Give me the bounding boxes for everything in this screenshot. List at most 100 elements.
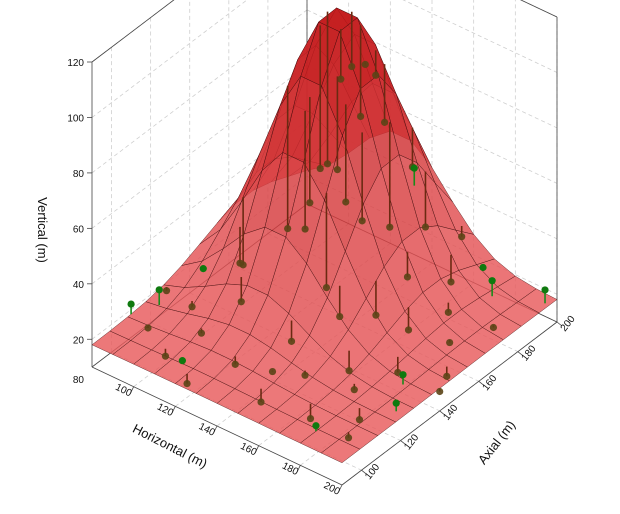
- data-point: [333, 166, 342, 174]
- data-point: [488, 277, 496, 285]
- x-tick: [171, 406, 176, 413]
- y-tick-label: 160: [481, 373, 500, 393]
- surface-patch: [320, 439, 361, 464]
- x-tick: [213, 425, 218, 433]
- data-point: [178, 357, 186, 365]
- data-point: [447, 278, 455, 286]
- y-axis-title: Axial (m): [475, 417, 518, 467]
- data-point: [236, 259, 244, 267]
- data-point: [446, 338, 454, 347]
- data-point: [489, 323, 498, 332]
- data-point: [380, 118, 389, 126]
- data-point: [541, 286, 549, 294]
- corner-tick-label: 80: [73, 375, 85, 386]
- data-point: [284, 224, 292, 233]
- data-point: [361, 60, 369, 69]
- data-point: [355, 416, 364, 424]
- data-point: [399, 371, 407, 379]
- data-point: [199, 265, 207, 273]
- data-point: [301, 225, 309, 233]
- data-point: [443, 372, 451, 380]
- data-point: [322, 283, 331, 292]
- y-tick: [478, 380, 485, 386]
- data-point: [421, 223, 430, 231]
- z-tick-label: 60: [73, 224, 85, 235]
- x-tick: [255, 445, 260, 452]
- data-point: [342, 198, 350, 206]
- y-tick-label: 180: [520, 343, 539, 363]
- y-tick: [361, 469, 367, 475]
- x-tick: [130, 386, 135, 393]
- wall-gridline: [91, 0, 175, 63]
- x-tick-label: 100: [113, 382, 133, 400]
- y-tick: [556, 321, 563, 327]
- data-point: [316, 164, 324, 173]
- data-point: [458, 233, 466, 241]
- data-point: [344, 434, 353, 442]
- data-point: [345, 367, 353, 375]
- y-tick: [517, 351, 524, 356]
- x-tick-label: 120: [155, 402, 175, 420]
- z-tick-label: 40: [73, 280, 85, 291]
- data-point: [436, 387, 444, 396]
- x-tick: [338, 484, 343, 492]
- box-edge: [91, 0, 175, 63]
- data-point: [386, 223, 394, 231]
- data-point: [197, 329, 206, 337]
- data-point: [306, 199, 314, 207]
- data-point: [350, 386, 358, 394]
- data-point: [237, 298, 245, 306]
- y-tick-label: 120: [402, 432, 421, 452]
- x-tick-label: 180: [280, 461, 300, 479]
- data-point: [183, 379, 191, 388]
- data-point: [372, 71, 380, 79]
- data-point: [336, 312, 344, 321]
- data-point: [404, 326, 413, 334]
- data-point: [231, 360, 239, 368]
- data-point: [337, 75, 345, 83]
- scatter-points: [127, 11, 549, 442]
- data-point: [444, 308, 452, 316]
- wall-gridline: [91, 9, 308, 174]
- data-point: [312, 422, 320, 430]
- y-tick-label: 200: [559, 314, 578, 334]
- box-edge: [341, 321, 558, 486]
- data-point: [403, 273, 412, 281]
- data-point: [257, 398, 265, 406]
- data-point: [162, 287, 171, 295]
- data-point: [268, 367, 277, 376]
- data-point: [188, 303, 196, 311]
- x-tick-label: 140: [197, 421, 217, 439]
- data-point: [287, 337, 296, 345]
- x-tick-label: 200: [322, 480, 342, 498]
- y-tick-label: 140: [441, 402, 460, 422]
- z-tick-label: 80: [73, 169, 85, 180]
- data-point: [392, 399, 400, 407]
- surface: [91, 7, 558, 464]
- z-tick-label: 20: [73, 335, 85, 346]
- y-tick: [439, 410, 445, 416]
- data-point: [410, 164, 418, 172]
- x-tick: [296, 465, 301, 472]
- z-tick-label: 120: [67, 58, 84, 69]
- data-point: [372, 311, 380, 319]
- wall-gridline: [91, 0, 248, 118]
- data-point: [358, 217, 366, 225]
- y-tick-label: 100: [363, 462, 382, 482]
- data-point: [127, 300, 135, 308]
- data-point: [306, 414, 315, 423]
- wall-gridline: [91, 65, 308, 229]
- x-tick-label: 160: [238, 441, 258, 459]
- data-point: [323, 160, 332, 168]
- y-tick: [400, 440, 406, 445]
- z-axis-title: Vertical (m): [35, 197, 50, 263]
- data-point: [301, 371, 309, 379]
- data-point: [348, 62, 356, 71]
- data-point: [155, 286, 163, 294]
- data-point: [161, 352, 170, 360]
- z-tick-label: 100: [67, 113, 84, 124]
- data-point: [357, 112, 365, 120]
- data-point: [479, 263, 487, 272]
- data-point: [144, 324, 152, 332]
